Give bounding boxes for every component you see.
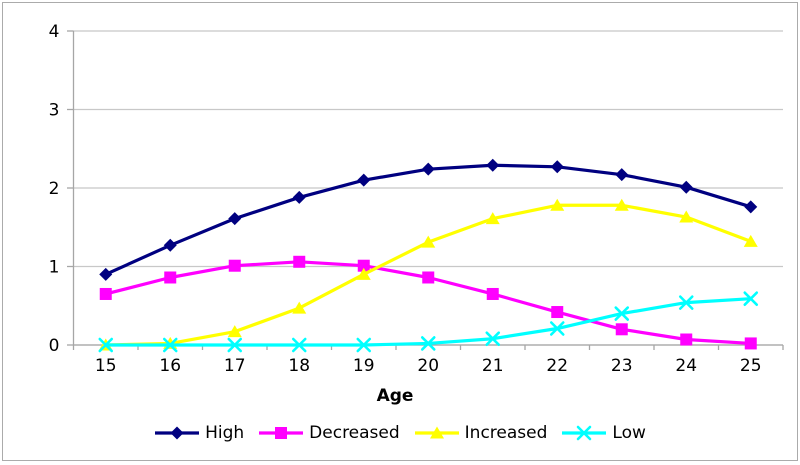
series-marker-increased <box>421 235 436 248</box>
x-tick-label: 17 <box>224 356 246 376</box>
series-marker-decreased <box>357 259 370 272</box>
legend-marker-decreased <box>259 427 304 439</box>
legend-item-decreased: Decreased <box>258 423 400 443</box>
x-tick-label: 24 <box>675 356 697 376</box>
series-marker-high <box>744 200 758 214</box>
series-decreased <box>99 255 757 350</box>
series-marker-increased <box>743 234 758 247</box>
series-marker-decreased <box>486 287 499 300</box>
legend-marker-low <box>562 425 607 441</box>
series-marker-high <box>615 168 629 182</box>
x-tick-label: 15 <box>95 356 117 376</box>
series-marker-high <box>292 190 306 204</box>
series-marker-increased <box>614 198 629 211</box>
y-tick-label: 4 <box>49 22 60 42</box>
series-marker-high <box>163 238 177 252</box>
legend-glyph-increased <box>429 426 444 439</box>
series-marker-decreased <box>293 255 306 268</box>
series-marker-increased <box>356 267 371 280</box>
series-marker-high <box>228 212 242 226</box>
series-marker-decreased <box>615 323 628 336</box>
legend-item-low: Low <box>561 423 646 443</box>
series-marker-increased <box>227 325 242 338</box>
series-marker-decreased <box>164 271 177 284</box>
series-marker-high <box>550 160 564 174</box>
series-marker-decreased <box>744 337 757 350</box>
series-marker-low <box>98 337 114 353</box>
x-tick-label: 19 <box>353 356 375 376</box>
x-tick-label: 21 <box>482 356 504 376</box>
legend-label-low: Low <box>612 423 646 443</box>
legend-item-increased: Increased <box>414 423 548 443</box>
x-tick-label: 22 <box>546 356 568 376</box>
legend-label-decreased: Decreased <box>309 423 400 443</box>
x-axis-title: Age <box>376 386 414 406</box>
series-line-high <box>104 163 753 276</box>
y-tick-label: 1 <box>49 258 60 278</box>
series-marker-increased <box>485 212 500 225</box>
legend-marker-increased <box>414 426 459 439</box>
x-tick-label: 20 <box>417 356 439 376</box>
series-marker-decreased <box>422 271 435 284</box>
series-marker-high <box>421 162 435 176</box>
series-marker-low <box>549 321 565 336</box>
series-marker-low <box>162 337 178 353</box>
series-marker-low <box>743 291 759 306</box>
series-marker-decreased <box>551 306 564 319</box>
series-marker-low <box>420 336 436 351</box>
legend-glyph-low <box>577 425 592 441</box>
legend-glyph-high <box>170 426 184 440</box>
series-marker-decreased <box>680 333 693 346</box>
series-marker-low <box>227 337 243 353</box>
series-high <box>99 158 758 281</box>
series-marker-high <box>99 267 113 281</box>
legend-label-high: High <box>205 423 245 443</box>
y-tick-label: 0 <box>49 336 60 356</box>
y-tick-label: 2 <box>49 179 60 199</box>
x-tick-label: 25 <box>740 356 762 376</box>
legend-label-increased: Increased <box>464 423 548 443</box>
x-tick-label: 23 <box>611 356 633 376</box>
series-marker-low <box>614 306 630 321</box>
series-marker-increased <box>550 198 565 211</box>
series-marker-increased <box>679 210 694 223</box>
series-marker-decreased <box>228 259 241 272</box>
legend-glyph-decreased <box>275 427 288 439</box>
y-tick-label: 3 <box>49 101 60 121</box>
x-tick-label: 18 <box>288 356 310 376</box>
series-marker-low <box>291 337 307 353</box>
x-tick-label: 16 <box>159 356 181 376</box>
legend-marker-high <box>155 426 200 440</box>
series-marker-decreased <box>99 287 112 300</box>
series-marker-low <box>678 295 694 310</box>
series-marker-low <box>356 337 372 353</box>
chart-legend: High Decreased Increased Low <box>3 423 797 443</box>
series-marker-high <box>357 173 371 187</box>
series-marker-high <box>486 158 500 172</box>
series-marker-low <box>485 331 501 347</box>
series-marker-high <box>679 180 693 194</box>
legend-item-high: High <box>154 423 244 443</box>
series-low <box>98 291 759 353</box>
series-marker-increased <box>292 301 307 314</box>
